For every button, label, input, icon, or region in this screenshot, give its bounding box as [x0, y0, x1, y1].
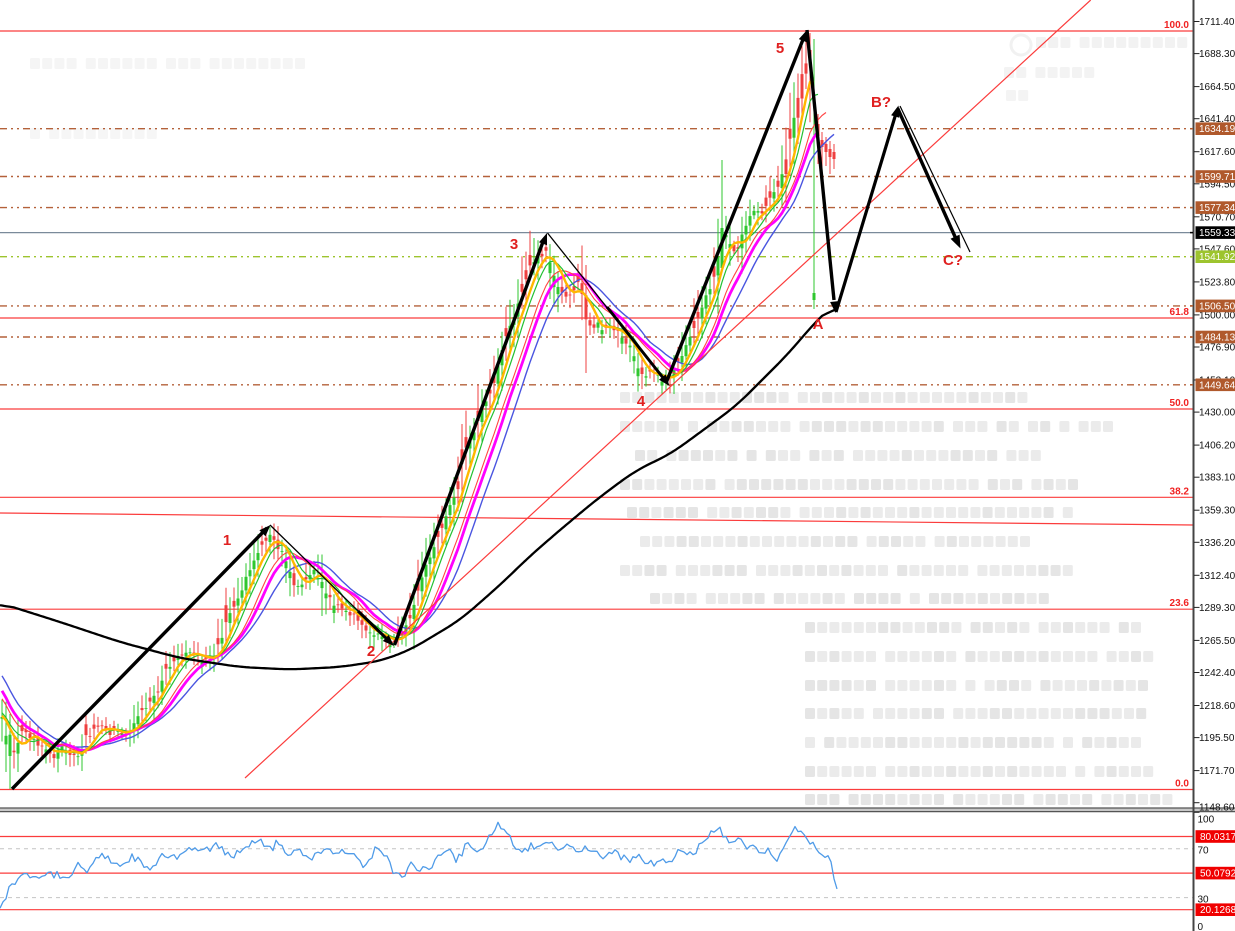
svg-text:1594.50: 1594.50	[1199, 179, 1235, 190]
svg-text:1547.60: 1547.60	[1199, 244, 1235, 255]
svg-text:70: 70	[1198, 845, 1210, 856]
svg-text:1312.40: 1312.40	[1199, 571, 1235, 582]
svg-text:61.8: 61.8	[1170, 307, 1190, 318]
svg-text:1449.64: 1449.64	[1199, 380, 1235, 391]
svg-text:1664.50: 1664.50	[1199, 82, 1235, 93]
svg-text:1430.00: 1430.00	[1199, 408, 1235, 419]
svg-text:50.0: 50.0	[1170, 398, 1190, 409]
svg-text:50.0792: 50.0792	[1200, 869, 1235, 880]
svg-text:100: 100	[1198, 814, 1215, 825]
svg-text:1500.00: 1500.00	[1199, 310, 1235, 321]
svg-text:C?: C?	[943, 252, 963, 269]
svg-text:3: 3	[510, 236, 518, 253]
svg-text:1: 1	[223, 532, 231, 549]
svg-text:1383.10: 1383.10	[1199, 473, 1235, 484]
svg-text:1218.60: 1218.60	[1199, 701, 1235, 712]
svg-text:1541.92: 1541.92	[1199, 252, 1235, 263]
svg-text:1688.30: 1688.30	[1199, 49, 1235, 60]
svg-text:1506.50: 1506.50	[1199, 301, 1235, 312]
svg-text:1242.40: 1242.40	[1199, 668, 1235, 679]
svg-text:1336.20: 1336.20	[1199, 538, 1235, 549]
svg-text:23.6: 23.6	[1170, 598, 1190, 609]
svg-text:20.1268: 20.1268	[1200, 905, 1235, 916]
svg-text:1599.71: 1599.71	[1199, 172, 1235, 183]
svg-text:1195.50: 1195.50	[1199, 733, 1235, 744]
svg-text:1523.80: 1523.80	[1199, 277, 1235, 288]
svg-text:0: 0	[1198, 922, 1204, 931]
svg-text:1265.50: 1265.50	[1199, 636, 1235, 647]
svg-text:1641.40: 1641.40	[1199, 114, 1235, 125]
svg-text:1289.30: 1289.30	[1199, 603, 1235, 614]
svg-text:1484.13: 1484.13	[1199, 333, 1235, 344]
svg-text:80.0317: 80.0317	[1200, 832, 1235, 843]
svg-text:1359.30: 1359.30	[1199, 506, 1235, 517]
svg-text:B?: B?	[871, 94, 891, 111]
svg-text:100.0: 100.0	[1164, 20, 1189, 31]
svg-text:1559.33: 1559.33	[1199, 228, 1235, 239]
svg-text:A: A	[813, 316, 824, 333]
svg-text:1577.34: 1577.34	[1199, 203, 1235, 214]
svg-text:4: 4	[637, 393, 646, 410]
svg-text:1617.60: 1617.60	[1199, 147, 1235, 158]
svg-text:5: 5	[776, 40, 784, 57]
svg-text:0.0: 0.0	[1175, 779, 1189, 790]
svg-text:1570.70: 1570.70	[1199, 212, 1235, 223]
svg-text:38.2: 38.2	[1170, 486, 1190, 497]
svg-text:1476.90: 1476.90	[1199, 343, 1235, 354]
svg-text:1634.19: 1634.19	[1199, 124, 1235, 135]
svg-text:1711.40: 1711.40	[1199, 17, 1235, 28]
svg-text:1406.20: 1406.20	[1199, 441, 1235, 452]
svg-text:2: 2	[367, 643, 375, 660]
svg-text:30: 30	[1198, 895, 1210, 906]
svg-text:1171.70: 1171.70	[1199, 766, 1235, 777]
svg-text:1148.60: 1148.60	[1199, 802, 1235, 813]
